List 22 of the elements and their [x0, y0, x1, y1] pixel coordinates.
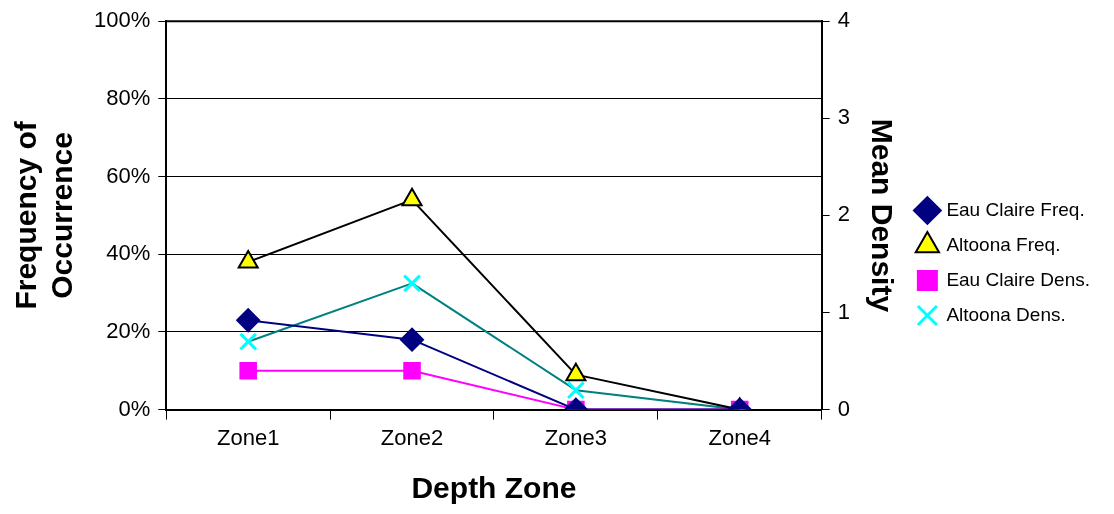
y-tick-label: 20% [106, 317, 151, 343]
legend-label: Altoona Freq. [946, 233, 1061, 255]
y2-tick-label: 3 [837, 104, 850, 130]
y-tick-label: 80% [106, 84, 151, 110]
legend-label: Altoona Dens. [946, 303, 1066, 325]
x-tick-label: Zone1 [216, 424, 280, 450]
y-tick-label: 40% [106, 240, 151, 266]
y2-tick-label: 1 [837, 298, 850, 324]
legend-label: Eau Claire Dens. [946, 268, 1090, 290]
y-tick-label: 0% [118, 395, 151, 421]
y-tick-label: 60% [106, 162, 151, 188]
legend-label: Eau Claire Freq. [946, 198, 1085, 220]
x-tick-label: Zone4 [708, 424, 771, 450]
x-axis-title: Depth Zone [411, 471, 577, 505]
y2-tick-label: 4 [837, 7, 850, 33]
y2-axis-title: Mean Density [865, 118, 899, 313]
y-axis-title: Frequency of Occurrence [9, 120, 79, 310]
y2-tick-label: 2 [837, 201, 850, 227]
y-tick-label: 100% [93, 7, 151, 33]
x-tick-label: Zone2 [380, 424, 444, 450]
y2-tick-label: 0 [837, 395, 850, 421]
x-tick-label: Zone3 [544, 424, 608, 450]
